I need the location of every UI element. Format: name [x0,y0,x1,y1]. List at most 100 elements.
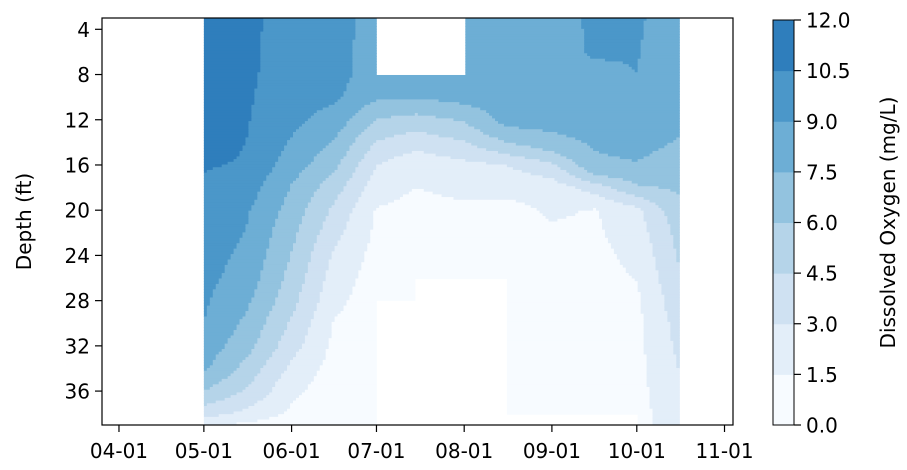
contour-cell [477,145,532,149]
contour-cell [658,148,680,152]
contour-cell [269,243,294,247]
contour-cell [278,156,315,160]
contour-cell [245,137,291,141]
contour-cell [322,221,348,225]
contour-cell [272,169,303,174]
contour-cell [512,167,561,171]
contour-cell [355,167,377,171]
contour-cell [340,191,362,195]
contour-cell [203,321,241,326]
contour-cell [601,218,645,223]
contour-cell [370,235,606,239]
contour-cell [203,72,258,76]
contour-cell [465,50,585,54]
contour-cell [203,368,208,372]
contour-cell [301,343,330,347]
contour-cell [376,164,508,168]
contour-cell [260,55,354,60]
contour-cell [601,224,648,228]
contour-cell [203,148,244,152]
contour-cell [325,218,351,223]
contour-cell [319,150,348,155]
contour-cell [254,289,279,293]
contour-cell [640,297,665,301]
contour-cell [343,229,371,233]
contour-cell [352,42,377,46]
contour-cell [581,26,645,30]
contour-cell [203,308,208,312]
contour-cell [358,161,383,166]
contour-cell [290,406,377,410]
contour-cell [676,137,680,141]
contour-cell [506,384,648,388]
contour-cell [548,218,559,223]
contour-cell [643,343,674,347]
contour-cell [352,50,377,54]
contour-cell [295,240,318,244]
contour-cell [670,332,680,337]
contour-cell [643,36,680,41]
contour-cell [646,18,680,22]
contour-cell [218,414,279,418]
contour-cell [319,297,351,301]
contour-cell [239,365,264,369]
contour-cell [604,235,651,239]
contour-cell [391,115,437,119]
contour-cell [301,218,327,223]
contour-cell [349,145,371,149]
contour-cell [278,378,315,383]
contour-cell [304,340,330,345]
contour-cell [304,213,330,217]
contour-cell [295,178,327,182]
contour-cell [607,175,680,179]
contour-cell [634,194,680,198]
contour-cell [646,224,671,228]
contour-cell [203,42,261,46]
contour-cell [340,237,371,242]
contour-cell [637,422,654,425]
colorbar-tick-label: 7.5 [806,160,838,184]
contour-cell [203,178,267,182]
contour-cell [278,340,306,345]
contour-cell [227,340,258,345]
contour-cell [343,186,365,190]
contour-cell [251,300,276,304]
contour-cell [652,251,677,255]
contour-cell [649,153,680,157]
contour-cell [319,186,345,190]
contour-cell [203,142,247,147]
contour-cell [301,289,324,293]
contour-cell [203,340,229,345]
y-tick-label: 32 [65,334,90,358]
contour-cell [506,300,642,304]
contour-cell [203,20,264,25]
contour-cell [625,267,657,271]
contour-cell [257,281,282,285]
contour-cell [257,340,279,345]
contour-cell [304,273,327,277]
contour-cell [643,216,668,220]
contour-cell [581,23,645,27]
contour-cell [364,259,621,263]
contour-cell [233,411,285,415]
contour-cell [625,270,660,274]
colorbar-segment [773,323,794,375]
contour-cell [506,335,645,339]
contour-cell [619,262,657,266]
contour-cell [254,378,279,383]
contour-cell [254,294,279,299]
contour-cell [560,153,609,157]
contour-cell [307,327,333,331]
contour-cell [619,259,657,263]
contour-cell [506,292,642,296]
contour-cell [637,69,680,73]
contour-cell [352,69,377,73]
contour-cell [667,216,680,220]
contour-cell [575,175,609,179]
contour-cell [643,31,680,35]
contour-cell [673,340,680,345]
contour-cell [307,332,333,337]
contour-cell [670,330,680,334]
contour-cell [203,264,226,269]
contour-cell [313,316,336,320]
